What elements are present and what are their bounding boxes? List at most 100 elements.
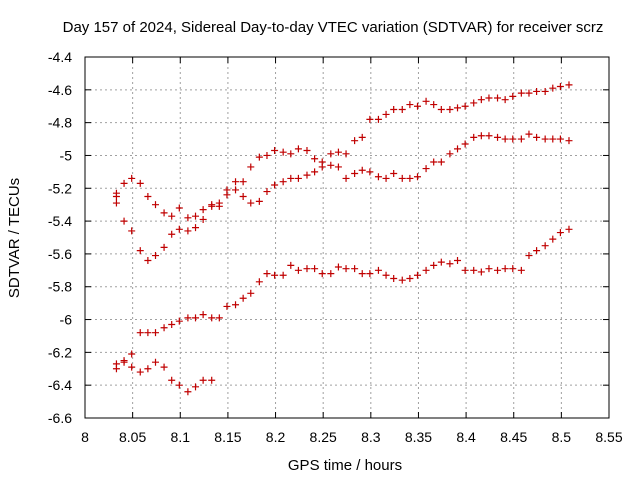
data-point xyxy=(184,314,192,322)
data-point xyxy=(263,270,271,278)
data-point xyxy=(247,163,255,171)
data-marks xyxy=(112,81,573,396)
data-point xyxy=(152,358,160,366)
data-point xyxy=(168,230,176,238)
data-point xyxy=(232,178,240,186)
data-point xyxy=(501,265,509,273)
data-point xyxy=(128,350,136,358)
data-point xyxy=(366,270,374,278)
data-point xyxy=(556,135,564,143)
data-point xyxy=(470,133,478,141)
y-tick-label: -5.6 xyxy=(48,246,72,262)
data-point xyxy=(509,135,517,143)
data-point xyxy=(533,247,541,255)
data-point xyxy=(184,214,192,222)
data-point xyxy=(430,101,438,109)
data-point xyxy=(136,179,144,187)
data-point xyxy=(406,174,414,182)
data-point xyxy=(232,186,240,194)
data-point xyxy=(327,270,335,278)
data-point xyxy=(223,302,231,310)
data-point xyxy=(446,260,454,268)
data-point xyxy=(477,96,485,104)
data-point xyxy=(517,89,525,97)
data-point xyxy=(279,148,287,156)
y-tick-label: -6.6 xyxy=(48,410,72,426)
data-point xyxy=(136,368,144,376)
data-point xyxy=(517,266,525,274)
data-point xyxy=(517,135,525,143)
data-point xyxy=(152,329,160,337)
data-point xyxy=(454,104,462,112)
data-point xyxy=(208,202,216,210)
data-point xyxy=(279,271,287,279)
data-point xyxy=(501,135,509,143)
data-point xyxy=(334,163,342,171)
data-point xyxy=(446,106,454,114)
data-point xyxy=(303,147,311,155)
data-point xyxy=(374,173,382,181)
data-point xyxy=(390,170,398,178)
data-point xyxy=(136,329,144,337)
data-point xyxy=(454,256,462,264)
data-point xyxy=(294,145,302,153)
y-tick-label: -5.2 xyxy=(48,180,72,196)
y-tick-label: -5.4 xyxy=(48,213,72,229)
data-point xyxy=(208,314,216,322)
data-point xyxy=(334,148,342,156)
data-point xyxy=(152,252,160,260)
data-point xyxy=(382,271,390,279)
data-point xyxy=(232,301,240,309)
y-tick-label: -4.8 xyxy=(48,115,72,131)
data-point xyxy=(247,199,255,207)
data-point xyxy=(192,383,200,391)
x-tick-label: 8.4 xyxy=(456,429,476,445)
data-point xyxy=(533,87,541,95)
x-tick-label: 8.1 xyxy=(171,429,191,445)
x-tick-label: 8.05 xyxy=(119,429,146,445)
data-point xyxy=(437,106,445,114)
data-point xyxy=(358,166,366,174)
data-point xyxy=(382,174,390,182)
data-point xyxy=(215,202,223,210)
data-point xyxy=(549,84,557,92)
data-point xyxy=(239,192,247,200)
data-point xyxy=(136,247,144,255)
data-point xyxy=(112,199,120,207)
data-point xyxy=(414,271,422,279)
data-point xyxy=(184,227,192,235)
data-point xyxy=(374,266,382,274)
data-point xyxy=(318,270,326,278)
data-point xyxy=(541,242,549,250)
data-point xyxy=(358,133,366,141)
data-point xyxy=(485,132,493,140)
data-point xyxy=(556,229,564,237)
data-point xyxy=(160,209,168,217)
data-point xyxy=(160,363,168,371)
data-point xyxy=(247,289,255,297)
x-tick-label: 8.45 xyxy=(500,429,527,445)
y-tick-label: -6 xyxy=(60,312,73,328)
data-point xyxy=(390,106,398,114)
data-point xyxy=(112,189,120,197)
data-point xyxy=(485,94,493,102)
chart-title: Day 157 of 2024, Sidereal Day-to-day VTE… xyxy=(63,19,604,36)
y-tick-label: -4.6 xyxy=(48,82,72,98)
data-point xyxy=(303,265,311,273)
data-point xyxy=(287,150,295,158)
x-tick-label: 8.5 xyxy=(552,429,572,445)
data-point xyxy=(334,263,342,271)
data-point xyxy=(168,376,176,384)
data-point xyxy=(485,265,493,273)
data-point xyxy=(437,158,445,166)
data-point xyxy=(470,99,478,107)
data-point xyxy=(255,278,263,286)
data-point xyxy=(398,174,406,182)
y-tick-label: -5.8 xyxy=(48,279,72,295)
data-point xyxy=(175,204,183,212)
data-point xyxy=(422,165,430,173)
data-point xyxy=(215,314,223,322)
data-point xyxy=(294,174,302,182)
data-point xyxy=(351,170,359,178)
data-point xyxy=(263,151,271,159)
